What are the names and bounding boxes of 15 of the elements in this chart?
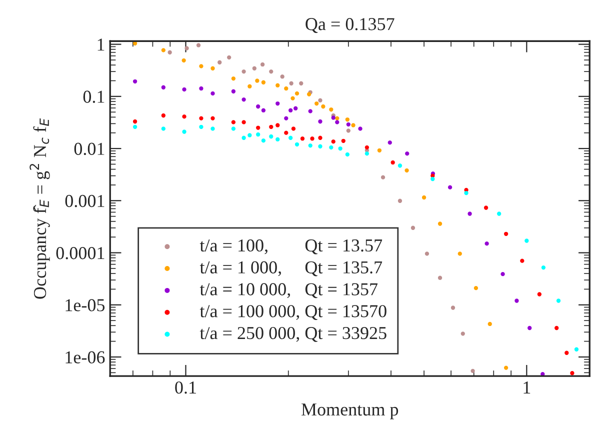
legend-label: t/a = 100 000, Qt = 13570 (200, 305, 386, 320)
legend-label: t/a = 100, Qt = 13.57 (200, 239, 382, 254)
y-tick-label: 1e-05 (66, 299, 105, 312)
x-axis-title: Momentum p (301, 404, 398, 420)
y-tick-label: 0.001 (65, 194, 104, 208)
y-tick-label: 1e-06 (66, 351, 105, 364)
y-axis-title: Occupancy f̂$_{E}$ = g$^{2}$ N$_{c}$ f$_{E}$ (30, 118, 50, 299)
y-tick-label: 0.1 (83, 90, 104, 103)
legend-label: t/a = 10 000, Qt = 1357 (200, 283, 378, 298)
y-tick-label: 1 (98, 38, 104, 51)
y-tick-label: 0.0001 (56, 247, 104, 260)
legend-label: t/a = 1 000, Qt = 135.7 (200, 261, 382, 276)
y-tick-label: 0.01 (74, 142, 104, 156)
chart-title: Qa = 0.1357 (306, 18, 394, 33)
legend-label: t/a = 250 000, Qt = 33925 (200, 326, 386, 342)
